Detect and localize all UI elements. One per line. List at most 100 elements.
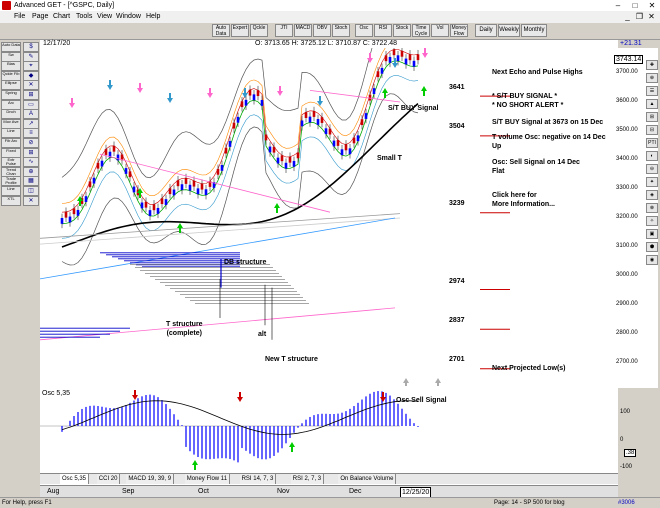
left-tool-16[interactable]: XTL [1, 195, 21, 206]
left-tool-icon-4[interactable]: ✕ [23, 80, 39, 91]
indicator-tab-3[interactable]: Money Flow 11 [184, 474, 231, 484]
right-tool-14[interactable]: ⬢ [646, 242, 658, 252]
right-tool-2[interactable]: ☰ [646, 86, 658, 96]
left-tool-9[interactable]: Line [1, 128, 21, 139]
left-tool-5[interactable]: Spring [1, 90, 21, 100]
left-tool-icon-10[interactable]: ⊘ [23, 138, 39, 148]
menu-tools[interactable]: Tools [76, 13, 93, 20]
price-chart[interactable] [40, 48, 612, 386]
candle-body [248, 89, 252, 96]
tool-obv[interactable]: OBV [313, 24, 331, 37]
left-tool-6[interactable]: Arc [1, 99, 21, 110]
left-tool-11[interactable]: Fixed [1, 147, 21, 158]
arrow-up-green [421, 86, 427, 96]
tool-macd[interactable]: MACD [294, 24, 312, 37]
left-tool-icon-16[interactable]: ✕ [23, 195, 39, 206]
candle-body [192, 180, 196, 187]
left-tool-7[interactable]: Dnch [1, 109, 21, 120]
tool-expert[interactable]: Expert [231, 24, 249, 37]
left-tool-8[interactable]: Mov Ave [1, 118, 21, 129]
tool-auto-data[interactable]: Auto Data [212, 24, 230, 37]
left-tool-icon-3[interactable]: ◆ [23, 70, 39, 81]
price-tick-0: 3700.00 [616, 69, 638, 75]
mdi-restore-button[interactable]: ❐ [635, 12, 644, 21]
period-daily[interactable]: Daily [475, 24, 497, 37]
period-weekly[interactable]: Weekly [498, 24, 520, 37]
right-tool-7[interactable]: ◐ [646, 151, 658, 161]
indicator-tab-5[interactable]: RSI 2, 7, 3 [290, 474, 325, 484]
left-tool-2[interactable]: Bias [1, 61, 21, 72]
left-tool-14[interactable]: Trade Profile [1, 176, 21, 187]
menu-file[interactable]: File [14, 13, 26, 20]
arrow-up-green [77, 196, 83, 206]
right-tool-13[interactable]: ▣ [646, 229, 658, 239]
maximize-button[interactable]: □ [632, 1, 638, 10]
left-tool-12[interactable]: Extr Pulse [1, 157, 21, 168]
right-tool-5[interactable]: ⊟ [646, 125, 658, 135]
tool-stoch[interactable]: Stoch [332, 24, 350, 37]
candle-body [340, 149, 344, 156]
left-tool-icon-8[interactable]: ↗ [23, 118, 39, 129]
mdi-minimize-button[interactable]: _ [625, 12, 630, 21]
left-tool-icon-9[interactable]: ≡ [23, 128, 39, 139]
candle-body [292, 160, 296, 167]
indicator-tab-2[interactable]: MACD 19, 39, 9 [126, 474, 175, 484]
tool-rsi[interactable]: RSI [374, 24, 392, 37]
right-tool-10[interactable]: ◈ [646, 190, 658, 200]
left-tool-icon-6[interactable]: ▭ [23, 99, 39, 110]
period-monthly[interactable]: Monthly [521, 24, 547, 37]
arrow-up-green [274, 203, 280, 213]
left-tool-icon-7[interactable]: A [23, 109, 39, 120]
tool-jti[interactable]: JTI [275, 24, 293, 37]
tool-stock[interactable]: Stock [393, 24, 411, 37]
menu-help[interactable]: Help [146, 13, 161, 20]
arrow-down-magenta [69, 98, 75, 108]
menu-chart[interactable]: Chart [53, 13, 71, 20]
left-tool-13[interactable]: Trend Chan [1, 166, 21, 177]
left-tool-icon-13[interactable]: ⊕ [23, 166, 39, 177]
candle-body [180, 184, 184, 191]
indicator-tab-6[interactable]: On Balance Volume [338, 474, 397, 484]
left-tool-1[interactable]: Sw [1, 51, 21, 62]
note-5[interactable]: Click here for More Information... [492, 192, 555, 208]
tool-vol[interactable]: Vol [431, 24, 449, 37]
left-tool-icon-0[interactable]: $ [23, 42, 39, 52]
left-tool-icon-1[interactable]: ✎ [23, 51, 39, 62]
left-tool-icon-15[interactable]: ◫ [23, 186, 39, 196]
right-tool-11[interactable]: ⊗ [646, 203, 658, 213]
right-tool-1[interactable]: ⊕ [646, 73, 658, 83]
left-tool-0[interactable]: Auto Data [1, 42, 21, 52]
indicator-tab-4[interactable]: RSI 14, 7, 3 [239, 474, 277, 484]
menu-view[interactable]: View [97, 13, 113, 20]
close-button[interactable]: ✕ [648, 1, 656, 10]
left-tool-4[interactable]: Ellipse [1, 80, 21, 91]
right-tool-15[interactable]: ◉ [646, 255, 658, 265]
right-tool-6[interactable]: PTI [646, 138, 658, 148]
oscillator-chart[interactable] [40, 388, 612, 472]
tool-qckle[interactable]: Qckle [250, 24, 268, 37]
right-tool-4[interactable]: ⊞ [646, 112, 658, 122]
menu-window[interactable]: Window [116, 13, 141, 20]
menu-page[interactable]: Page [32, 13, 49, 20]
right-tool-0[interactable]: ✚ [646, 60, 658, 70]
left-tool-15[interactable]: Line [1, 186, 21, 196]
minimize-button[interactable]: – [615, 1, 621, 10]
indicator-tab-0[interactable]: Osc 5,35 [60, 474, 90, 484]
left-tool-icon-11[interactable]: ⊞ [23, 147, 39, 158]
candle-body [240, 101, 244, 108]
indicator-tab-1[interactable]: CCI 20 [96, 474, 121, 484]
tool-money-flow[interactable]: Money Flow [450, 24, 468, 37]
left-tool-icon-14[interactable]: ▦ [23, 176, 39, 187]
right-tool-8[interactable]: ⊖ [646, 164, 658, 174]
tool-osc[interactable]: Osc [355, 24, 373, 37]
left-tool-icon-5[interactable]: ⊞ [23, 90, 39, 100]
left-tool-3[interactable]: Qckle Fib [1, 70, 21, 81]
left-tool-10[interactable]: Fib Arc [1, 138, 21, 148]
right-tool-12[interactable]: ✧ [646, 216, 658, 226]
mdi-close-button[interactable]: ✕ [648, 12, 655, 21]
left-tool-icon-2[interactable]: ⌖ [23, 61, 39, 72]
tool-time-cycle[interactable]: Time Cycle [412, 24, 430, 37]
right-tool-3[interactable]: ▲ [646, 99, 658, 109]
left-tool-icon-12[interactable]: ∿ [23, 157, 39, 168]
right-tool-9[interactable]: ✦ [646, 177, 658, 187]
